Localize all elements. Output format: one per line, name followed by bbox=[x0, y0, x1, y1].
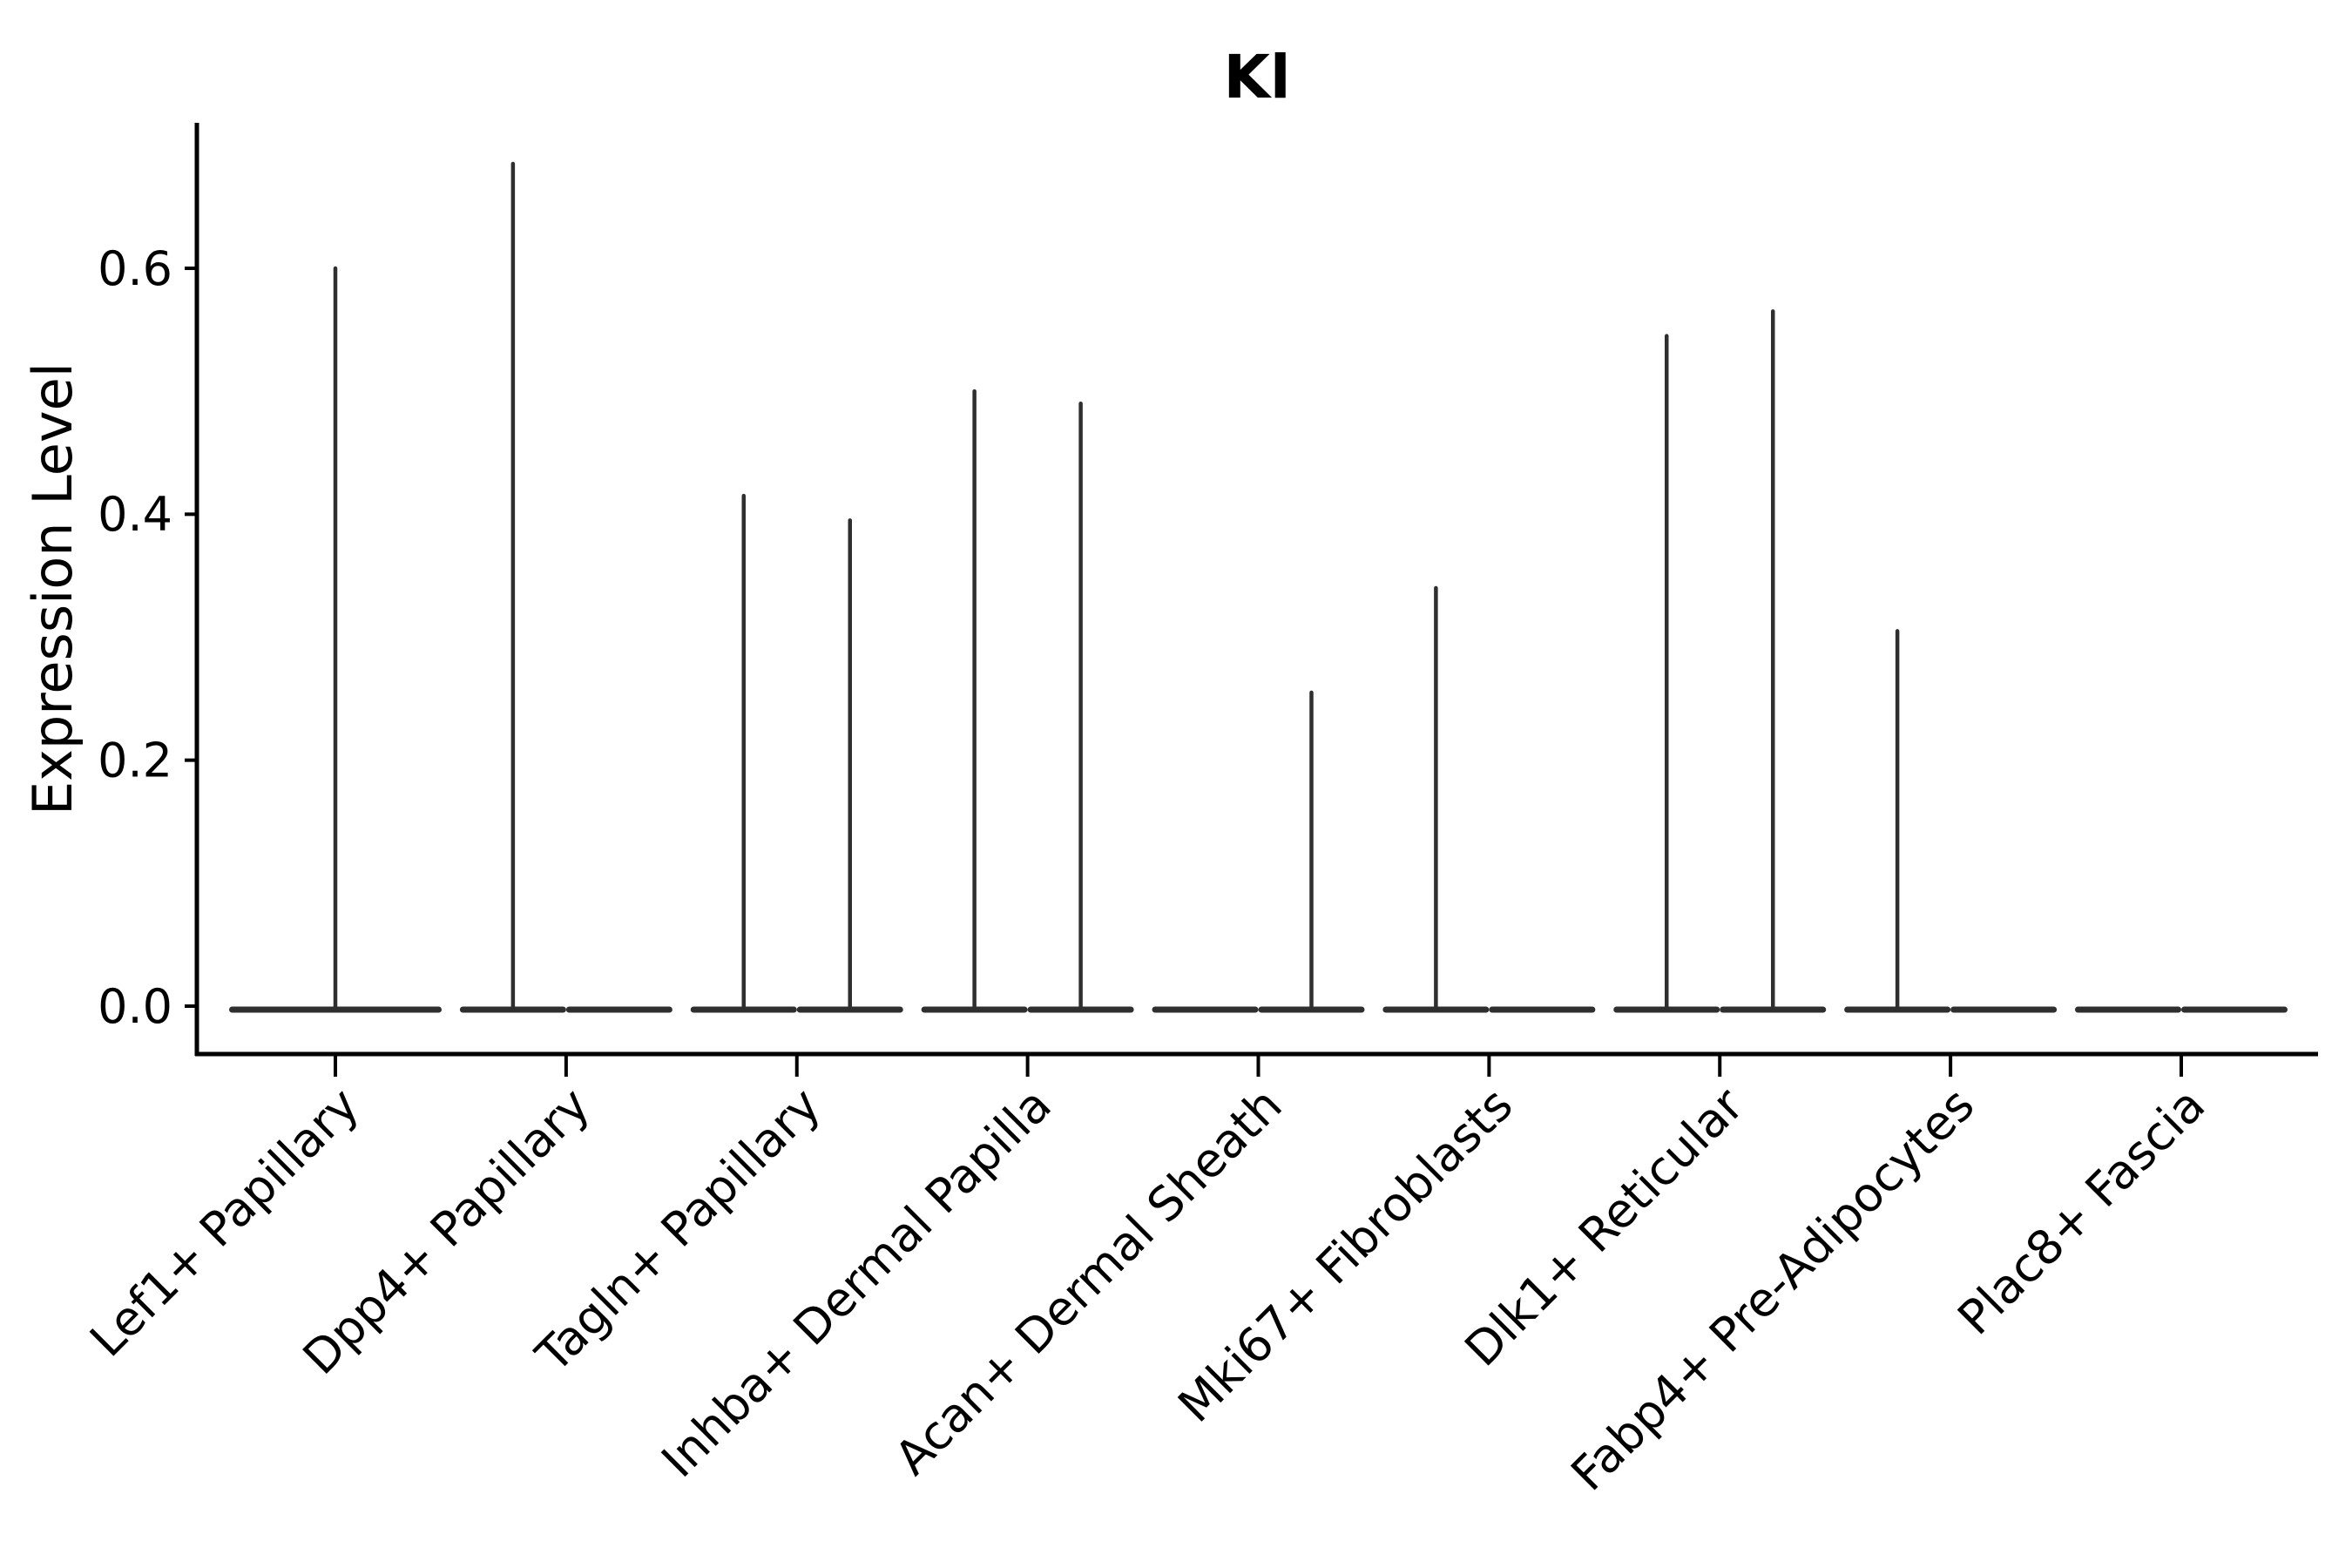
violin-base bbox=[2181, 1006, 2288, 1013]
violin-base bbox=[1950, 1006, 2058, 1013]
x-category-label: Fabp4+ Pre-Adipocytes bbox=[1561, 1078, 1985, 1502]
violin-base bbox=[1152, 1006, 1259, 1013]
x-category-label: Acan+ Dermal Sheath bbox=[884, 1078, 1292, 1485]
x-category-label: Plac8+ Fascia bbox=[1947, 1078, 2215, 1346]
violin-base bbox=[2075, 1006, 2181, 1013]
x-category-label: Inhba+ Dermal Papilla bbox=[651, 1078, 1061, 1488]
y-tick-label: 0.4 bbox=[98, 487, 172, 542]
violin-base bbox=[1489, 1006, 1596, 1013]
violin-base bbox=[565, 1006, 672, 1013]
y-axis-title: Expression Level bbox=[21, 362, 84, 815]
y-tick-label: 0.6 bbox=[98, 241, 172, 296]
y-tick-label: 0.2 bbox=[98, 733, 172, 788]
y-tick-label: 0.0 bbox=[98, 979, 172, 1034]
chart-title: Kl bbox=[1223, 43, 1290, 112]
